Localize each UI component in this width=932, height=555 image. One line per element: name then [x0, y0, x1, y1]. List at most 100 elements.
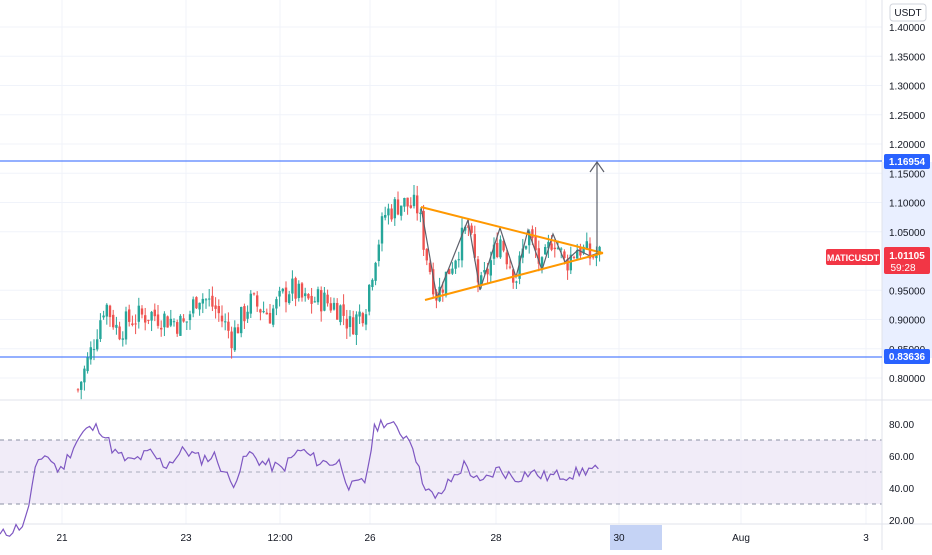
- candle-body: [80, 381, 83, 390]
- candle-body: [380, 216, 384, 244]
- candle-body: [537, 248, 540, 264]
- candle-body: [140, 308, 144, 315]
- time-tick-label[interactable]: 12:00: [267, 533, 292, 544]
- price-tick-label: 1.30000: [889, 82, 926, 93]
- candle-body: [86, 357, 89, 372]
- currency-button-label[interactable]: USDT: [894, 8, 921, 19]
- triangle-upper-line[interactable]: [420, 206, 604, 254]
- candle-body: [185, 321, 188, 323]
- candle-body: [304, 293, 307, 297]
- candle-body: [336, 302, 339, 320]
- price-tick-label: 1.25000: [889, 111, 926, 122]
- candle-body: [179, 315, 182, 336]
- candle-body: [592, 255, 595, 258]
- candle-body: [89, 347, 92, 360]
- candle-body: [182, 318, 185, 322]
- target-arrow-head: [589, 160, 605, 173]
- candle-body: [144, 315, 147, 323]
- candle-body: [265, 312, 268, 315]
- candle-body: [249, 293, 252, 314]
- candle-body: [393, 199, 396, 219]
- candle-body: [556, 247, 560, 249]
- candle-body: [105, 304, 108, 317]
- candle-body: [156, 314, 160, 326]
- candle-body: [316, 289, 320, 303]
- candle-body: [198, 302, 201, 310]
- candle-body: [201, 298, 204, 304]
- price-tick-label: 1.10000: [889, 199, 926, 210]
- candle-body: [83, 368, 86, 383]
- time-tick-label[interactable]: 3: [863, 533, 869, 544]
- rsi-tick-label: 20.00: [889, 516, 914, 527]
- candle-body: [480, 275, 483, 286]
- candle-body: [464, 226, 467, 231]
- candle-body: [384, 214, 387, 218]
- candle-body: [444, 271, 448, 296]
- triangle-pattern[interactable]: [420, 160, 605, 301]
- candle-body: [531, 229, 534, 239]
- candle-body: [240, 307, 243, 334]
- candle-body: [153, 309, 156, 317]
- candle-body: [560, 248, 563, 250]
- candle-body: [211, 295, 214, 307]
- countdown-text: 59:28: [890, 263, 915, 274]
- candle-body: [588, 243, 592, 259]
- price-tick-label: 1.20000: [889, 140, 926, 151]
- candle-body: [76, 389, 80, 391]
- candle-body: [428, 262, 432, 272]
- currency-button[interactable]: [889, 3, 927, 22]
- rsi-line: [0, 418, 599, 537]
- candle-body: [320, 290, 323, 312]
- candle-body: [294, 278, 297, 299]
- support-price-text: 0.83636: [889, 352, 926, 363]
- candle-body: [582, 246, 585, 254]
- candle-body: [166, 316, 169, 328]
- resistance-price-text: 1.16954: [889, 157, 926, 168]
- price-tick-label: 1.40000: [889, 23, 926, 34]
- candle-body: [416, 195, 419, 214]
- candle-body: [291, 278, 294, 294]
- time-tick-label[interactable]: 23: [180, 533, 192, 544]
- candle-body: [256, 295, 259, 307]
- time-tick-label[interactable]: Aug: [732, 533, 750, 544]
- candle-body: [348, 316, 352, 328]
- candle-body: [118, 326, 121, 340]
- price-tick-label: 0.95000: [889, 286, 926, 297]
- candle-body: [92, 349, 96, 351]
- time-axis-ticks[interactable]: 21 23 12:00 26 28 30 Aug 3: [56, 533, 869, 544]
- time-tick-label[interactable]: 26: [364, 533, 376, 544]
- candle-body: [502, 240, 505, 251]
- triangle-lower-line[interactable]: [424, 252, 604, 301]
- candle-body: [473, 234, 476, 258]
- rsi-tick-label: 80.00: [889, 420, 914, 431]
- candle-body: [352, 317, 355, 335]
- candle-body: [377, 244, 380, 262]
- zigzag-line: [420, 206, 602, 301]
- time-tick-label[interactable]: 30: [613, 533, 625, 544]
- candle-body: [572, 256, 576, 258]
- candlesticks: [76, 184, 601, 400]
- candle-body: [192, 299, 195, 314]
- candle-body: [284, 287, 288, 303]
- time-tick-label[interactable]: 28: [490, 533, 502, 544]
- candle-body: [576, 250, 579, 259]
- candle-body: [131, 323, 134, 326]
- candle-body: [524, 246, 528, 249]
- candle-body: [544, 247, 547, 255]
- candle-body: [137, 305, 140, 322]
- time-tick-label[interactable]: 21: [56, 533, 68, 544]
- candle-body: [339, 305, 342, 323]
- candle-body: [262, 311, 265, 313]
- candle-body: [102, 315, 105, 318]
- candle-body: [534, 236, 537, 251]
- candle-body: [476, 259, 480, 283]
- candle-body: [499, 239, 502, 258]
- candle-body: [496, 242, 499, 257]
- candle-body: [409, 205, 412, 208]
- candle-body: [438, 286, 441, 302]
- candle-body: [396, 199, 400, 215]
- candle-body: [134, 323, 137, 325]
- candle-body: [460, 227, 464, 261]
